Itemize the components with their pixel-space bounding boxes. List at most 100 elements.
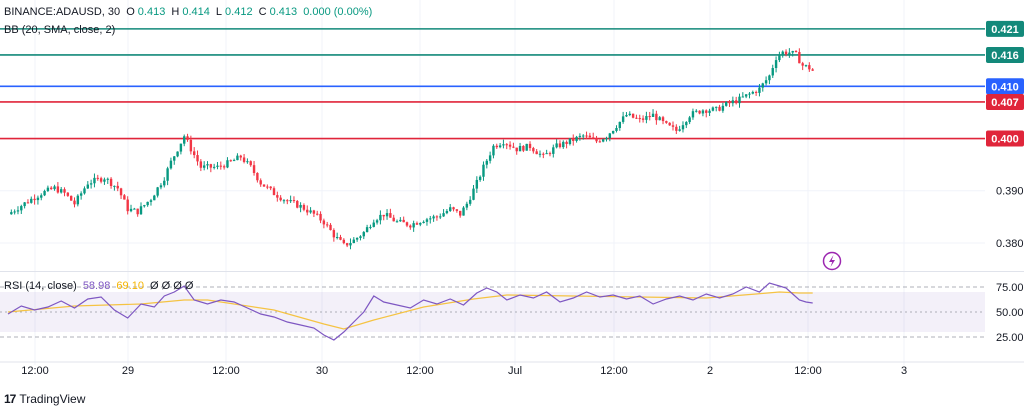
candle-body: [545, 153, 548, 155]
level-label: 0.410: [991, 81, 1019, 93]
candle-body: [482, 164, 485, 177]
candle-body: [708, 110, 711, 113]
candle-body: [109, 178, 113, 186]
symbol-label[interactable]: BINANCE:ADAUSD, 30: [4, 6, 121, 18]
candle-body: [721, 105, 725, 111]
candle-body: [186, 136, 189, 140]
lightning-icon[interactable]: [822, 251, 842, 271]
candle-body: [365, 227, 369, 233]
candle-body: [86, 184, 89, 189]
candle-body: [562, 141, 565, 148]
candle-body: [678, 129, 681, 131]
candle-body: [355, 237, 359, 240]
candle-body: [306, 209, 309, 213]
candle-body: [73, 200, 76, 205]
candle-body: [189, 139, 193, 152]
rsi-legend[interactable]: RSI (14, close) 58.98 69.10 Ø Ø Ø Ø: [4, 280, 196, 292]
tradingview-logo: 17: [4, 392, 16, 406]
candle-body: [232, 160, 236, 162]
candle-body: [256, 172, 259, 181]
candle-body: [429, 218, 432, 220]
candle-body: [585, 135, 588, 137]
candle-body: [269, 186, 272, 189]
candle-body: [631, 113, 635, 118]
candle-body: [552, 147, 555, 154]
candle-body: [788, 52, 791, 55]
candle-body: [79, 193, 83, 196]
level-tag: [986, 130, 1024, 147]
candle-body: [754, 91, 758, 93]
candle-body: [60, 189, 63, 193]
candle-body: [774, 60, 778, 69]
rsi-tick-label: 25.00: [996, 332, 1024, 344]
rsi-pane: [0, 282, 985, 341]
time-tick-label: 12:00: [212, 365, 240, 377]
candle-body: [309, 210, 312, 213]
candle-body: [322, 220, 326, 225]
candle-body: [76, 195, 80, 205]
candle-body: [485, 160, 488, 165]
candle-body: [758, 87, 761, 93]
candle-body: [40, 195, 43, 198]
candle-body: [528, 143, 532, 149]
candle-body: [645, 116, 648, 120]
candle-body: [592, 137, 595, 139]
time-tick-label: Jul: [508, 365, 522, 377]
candle-body: [409, 225, 412, 228]
rsi-tick-label: 75.00: [996, 282, 1024, 294]
candle-body: [156, 187, 159, 196]
candle-body: [718, 106, 721, 111]
bb-legend[interactable]: BB (20, SMA, close, 2): [4, 24, 118, 36]
candle-body: [522, 145, 525, 151]
candle-body: [761, 83, 764, 88]
candle-body: [548, 153, 552, 155]
candle-body: [665, 121, 668, 123]
candle-body: [96, 177, 99, 179]
candle-body: [432, 216, 435, 219]
candle-body: [206, 164, 209, 166]
candle-body: [648, 116, 651, 118]
candle-body: [715, 106, 718, 108]
candle-body: [13, 211, 16, 213]
candle-body: [329, 224, 332, 231]
change-value: 0.000 (0.00%): [303, 6, 373, 18]
candle-body: [734, 100, 738, 104]
tradingview-brand[interactable]: 17 TradingView: [4, 392, 85, 406]
candle-body: [23, 202, 26, 207]
level-label: 0.421: [991, 24, 1019, 36]
candle-body: [179, 143, 183, 152]
candle-body: [728, 101, 731, 104]
candle-body: [375, 220, 379, 223]
candle-body: [558, 143, 562, 148]
candle-body: [43, 190, 46, 196]
candle-body: [382, 214, 385, 217]
candle-body: [282, 200, 286, 202]
candle-body: [252, 165, 256, 173]
candle-body: [725, 101, 728, 106]
candle-body: [575, 136, 578, 141]
candle-body: [136, 208, 139, 215]
rsi-tick-label: 50.00: [996, 307, 1024, 319]
candle-body: [149, 200, 153, 202]
candle-body: [615, 128, 618, 131]
candle-body: [442, 213, 445, 217]
candle-body: [798, 52, 801, 64]
candle-body: [542, 153, 545, 155]
candle-body: [794, 50, 798, 53]
level-tag: [986, 20, 1024, 37]
candle-body: [675, 126, 678, 131]
candle-body: [475, 179, 479, 189]
candle-body: [236, 155, 239, 161]
candle-body: [492, 145, 495, 156]
candle-body: [748, 93, 751, 95]
level-tag: [986, 46, 1024, 63]
candle-body: [455, 209, 459, 211]
candle-body: [50, 187, 53, 190]
candle-body: [166, 168, 169, 181]
candle-body: [279, 197, 282, 201]
candle-body: [565, 141, 568, 145]
candle-body: [242, 157, 246, 162]
candle-body: [312, 210, 316, 214]
candle-body: [123, 195, 126, 200]
candle-body: [209, 164, 213, 168]
